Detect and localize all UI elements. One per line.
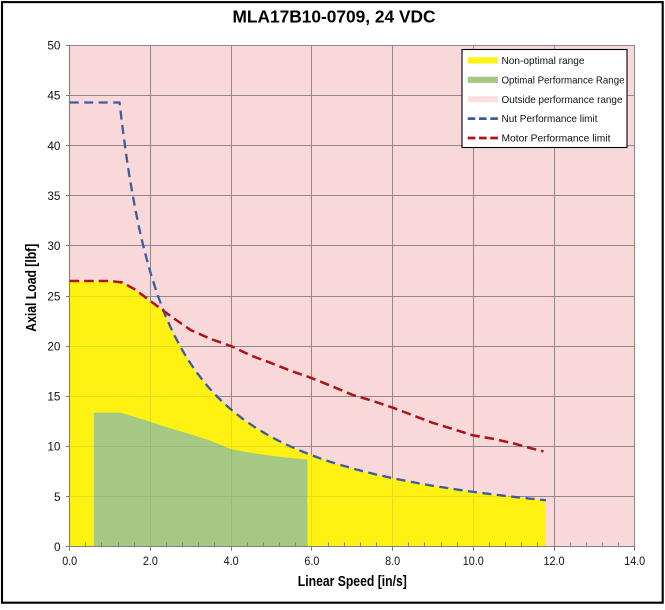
svg-text:40: 40 bbox=[47, 139, 61, 153]
svg-text:Nut Performance limit: Nut Performance limit bbox=[502, 114, 598, 125]
svg-text:10: 10 bbox=[47, 440, 61, 454]
svg-text:25: 25 bbox=[47, 289, 61, 303]
svg-text:8.0: 8.0 bbox=[385, 554, 400, 568]
svg-text:Non-optimal range: Non-optimal range bbox=[502, 56, 585, 67]
svg-text:4.0: 4.0 bbox=[224, 554, 239, 568]
svg-text:6.0: 6.0 bbox=[304, 554, 319, 568]
svg-text:Outside performance range: Outside performance range bbox=[502, 95, 623, 106]
svg-text:35: 35 bbox=[47, 189, 61, 203]
svg-text:20: 20 bbox=[47, 339, 61, 353]
svg-text:2.0: 2.0 bbox=[143, 554, 158, 568]
svg-text:15: 15 bbox=[47, 390, 61, 404]
svg-text:Optimal Performance Range: Optimal Performance Range bbox=[502, 75, 625, 86]
svg-text:14.0: 14.0 bbox=[624, 554, 645, 568]
svg-text:10.0: 10.0 bbox=[463, 554, 484, 568]
svg-text:5: 5 bbox=[54, 490, 61, 504]
svg-text:0: 0 bbox=[54, 540, 61, 554]
svg-text:30: 30 bbox=[47, 239, 61, 253]
svg-text:Linear Speed [in/s]: Linear Speed [in/s] bbox=[298, 573, 407, 590]
svg-text:50: 50 bbox=[47, 39, 61, 53]
svg-text:12.0: 12.0 bbox=[544, 554, 565, 568]
svg-text:Motor Performance limit: Motor Performance limit bbox=[502, 134, 611, 145]
svg-text:Axial Load [lbf]: Axial Load [lbf] bbox=[23, 244, 40, 332]
svg-text:45: 45 bbox=[47, 89, 61, 103]
svg-text:MLA17B10-0709, 24 VDC: MLA17B10-0709, 24 VDC bbox=[233, 6, 436, 26]
svg-text:0.0: 0.0 bbox=[62, 554, 77, 568]
